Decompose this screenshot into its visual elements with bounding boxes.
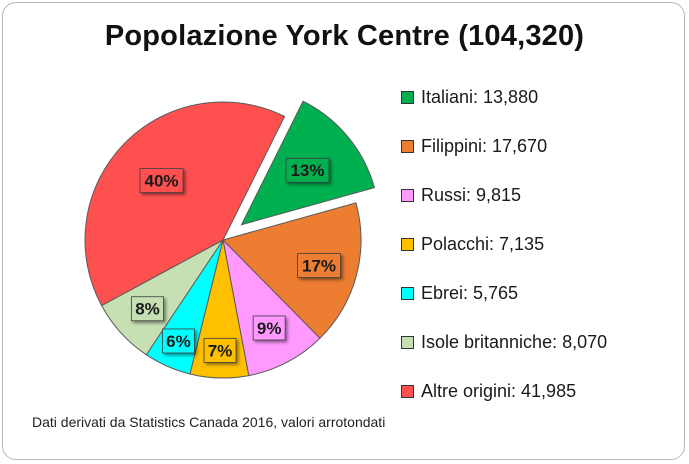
data-label-text: 9% [257, 319, 282, 338]
data-label-text: 7% [208, 341, 233, 360]
legend-label: Filippini: 17,670 [421, 135, 548, 156]
pie-slice-7 [84, 101, 286, 307]
data-label-text: 6% [166, 332, 191, 351]
legend-label: Italiani: 13,880 [421, 86, 539, 107]
data-label-text: 17% [302, 257, 336, 276]
data-label-text: 13% [290, 161, 324, 180]
legend-item: Isole britanniche: 8,070 [401, 329, 607, 355]
legend-swatch [401, 384, 414, 398]
legend-item: Polacchi: 7,135 [401, 231, 544, 257]
data-label-4: 7% [203, 337, 237, 363]
data-label-6: 8% [131, 296, 164, 322]
legend-item: Italiani: 13,880 [401, 84, 538, 110]
legend-label: Polacchi: 7,135 [421, 233, 545, 254]
pie-data-labels: 13% 17% 9% 7% 6% 8% 40% [131, 157, 341, 363]
data-label-text: 8% [135, 300, 160, 319]
legend-item: Ebrei: 5,765 [401, 280, 518, 306]
footnote: Dati derivati da Statistics Canada 2016,… [32, 414, 386, 430]
data-label-5: 6% [162, 328, 195, 354]
pie-slice-3 [222, 238, 321, 377]
legend-label: Ebrei: 5,765 [421, 282, 519, 303]
legend-item: Altre origini: 41,985 [401, 378, 576, 404]
legend-swatch [401, 237, 414, 251]
legend-item: Filippini: 17,670 [401, 133, 547, 159]
legend-item: Russi: 9,815 [401, 182, 521, 208]
data-label-2: 17% [297, 253, 341, 278]
legend-swatch [401, 286, 414, 300]
legend-label: Altre origini: 41,985 [421, 380, 577, 401]
legend-swatch [401, 188, 414, 202]
data-label-3: 9% [252, 315, 286, 341]
legend-label: Isole britanniche: 8,070 [421, 331, 608, 352]
legend-swatch [401, 139, 414, 153]
data-label-7: 40% [139, 168, 184, 193]
legend-label: Russi: 9,815 [421, 184, 522, 205]
pie-slices [84, 100, 376, 379]
pie-slice-2 [222, 202, 362, 339]
chart-title: Popolazione York Centre (104,320) [104, 20, 585, 52]
legend-swatch [401, 335, 414, 349]
data-label-text: 40% [144, 172, 178, 191]
legend-swatch [401, 90, 414, 104]
data-label-1: 13% [285, 157, 330, 183]
